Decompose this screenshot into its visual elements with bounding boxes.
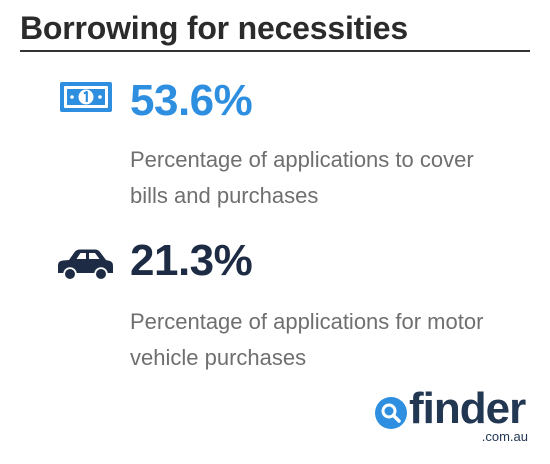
banknote-icon	[60, 82, 112, 112]
magnifier-icon	[375, 397, 407, 429]
logo-domain: .com.au	[481, 429, 528, 444]
stat-description-vehicle: Percentage of applications for motor veh…	[130, 309, 484, 370]
stat-value-vehicle: 21.3%	[130, 236, 253, 285]
car-icon	[58, 249, 113, 281]
stat-description-bills: Percentage of applications to cover bill…	[130, 147, 474, 208]
page-title: Borrowing for necessities	[20, 10, 408, 46]
logo-wordmark: finder	[409, 384, 526, 433]
finder-logo: finder .com.au	[372, 384, 532, 452]
title-divider	[20, 50, 530, 52]
stat-value-bills: 53.6%	[130, 76, 253, 125]
